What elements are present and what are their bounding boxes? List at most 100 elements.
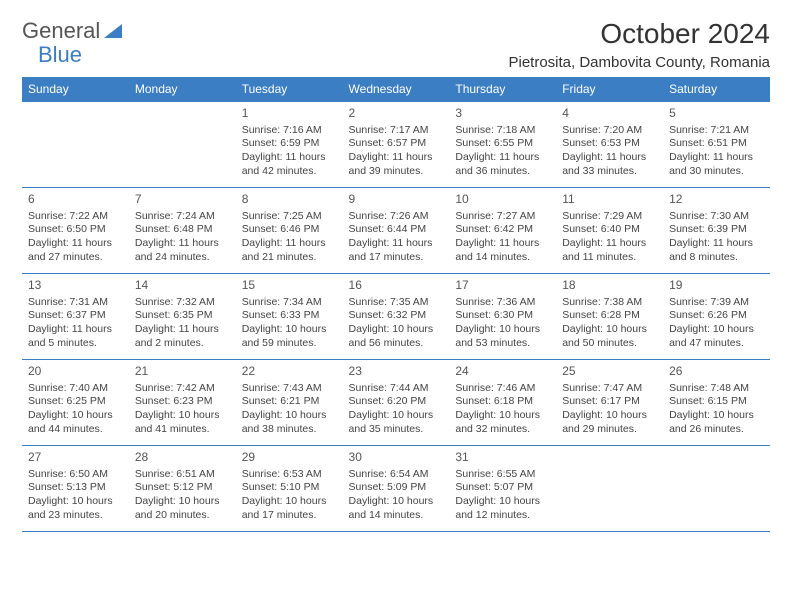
sunset-line: Sunset: 6:59 PM bbox=[242, 137, 337, 151]
logo: General bbox=[22, 18, 124, 44]
daylight-line: Daylight: 10 hours and 59 minutes. bbox=[242, 323, 337, 350]
day-header: Sunday bbox=[22, 77, 129, 102]
logo-text-gray: General bbox=[22, 18, 100, 44]
daylight-line: Daylight: 10 hours and 26 minutes. bbox=[669, 409, 764, 436]
day-number: 12 bbox=[669, 192, 764, 208]
sunrise-line: Sunrise: 6:53 AM bbox=[242, 468, 337, 482]
sunrise-line: Sunrise: 6:54 AM bbox=[349, 468, 444, 482]
calendar-cell: 30Sunrise: 6:54 AMSunset: 5:09 PMDayligh… bbox=[343, 446, 450, 532]
daylight-line: Daylight: 10 hours and 20 minutes. bbox=[135, 495, 230, 522]
title-block: October 2024 Pietrosita, Dambovita Count… bbox=[508, 18, 770, 71]
day-header: Friday bbox=[556, 77, 663, 102]
logo-triangle-icon bbox=[104, 18, 122, 44]
sunset-line: Sunset: 6:46 PM bbox=[242, 223, 337, 237]
calendar-cell: 13Sunrise: 7:31 AMSunset: 6:37 PMDayligh… bbox=[22, 274, 129, 360]
day-number: 11 bbox=[562, 192, 657, 208]
calendar-cell: 28Sunrise: 6:51 AMSunset: 5:12 PMDayligh… bbox=[129, 446, 236, 532]
sunset-line: Sunset: 6:48 PM bbox=[135, 223, 230, 237]
sunset-line: Sunset: 6:23 PM bbox=[135, 395, 230, 409]
day-header: Monday bbox=[129, 77, 236, 102]
sunset-line: Sunset: 5:13 PM bbox=[28, 481, 123, 495]
sunrise-line: Sunrise: 7:26 AM bbox=[349, 210, 444, 224]
daylight-line: Daylight: 11 hours and 8 minutes. bbox=[669, 237, 764, 264]
sunrise-line: Sunrise: 7:47 AM bbox=[562, 382, 657, 396]
day-number: 23 bbox=[349, 364, 444, 380]
calendar-cell: 8Sunrise: 7:25 AMSunset: 6:46 PMDaylight… bbox=[236, 188, 343, 274]
logo-text-blue: Blue bbox=[38, 42, 82, 68]
day-number: 16 bbox=[349, 278, 444, 294]
sunset-line: Sunset: 5:10 PM bbox=[242, 481, 337, 495]
sunset-line: Sunset: 6:51 PM bbox=[669, 137, 764, 151]
location-text: Pietrosita, Dambovita County, Romania bbox=[508, 54, 770, 71]
calendar-cell: 7Sunrise: 7:24 AMSunset: 6:48 PMDaylight… bbox=[129, 188, 236, 274]
sunset-line: Sunset: 6:25 PM bbox=[28, 395, 123, 409]
sunset-line: Sunset: 6:55 PM bbox=[455, 137, 550, 151]
calendar-cell: 9 Sunrise: 7:26 AMSunset: 6:44 PMDaylight… bbox=[343, 188, 450, 274]
sunset-line: Sunset: 6:44 PM bbox=[349, 223, 444, 237]
calendar-cell: 12 Sunrise: 7:30 AMSunset: 6:39 PMDayligh… bbox=[663, 188, 770, 274]
daylight-line: Daylight: 10 hours and 38 minutes. bbox=[242, 409, 337, 436]
calendar-cell: 22Sunrise: 7:43 AMSunset: 6:21 PMDayligh… bbox=[236, 360, 343, 446]
calendar-cell-empty bbox=[22, 102, 129, 188]
calendar-cell: 27Sunrise: 6:50 AMSunset: 5:13 PMDayligh… bbox=[22, 446, 129, 532]
sunrise-line: Sunrise: 7:30 AM bbox=[669, 210, 764, 224]
daylight-line: Daylight: 10 hours and 53 minutes. bbox=[455, 323, 550, 350]
daylight-line: Daylight: 11 hours and 17 minutes. bbox=[349, 237, 444, 264]
daylight-line: Daylight: 10 hours and 32 minutes. bbox=[455, 409, 550, 436]
day-header-row: SundayMondayTuesdayWednesdayThursdayFrid… bbox=[22, 77, 770, 102]
sunrise-line: Sunrise: 7:17 AM bbox=[349, 124, 444, 138]
sunset-line: Sunset: 6:28 PM bbox=[562, 309, 657, 323]
daylight-line: Daylight: 10 hours and 56 minutes. bbox=[349, 323, 444, 350]
daylight-line: Daylight: 11 hours and 42 minutes. bbox=[242, 151, 337, 178]
daylight-line: Daylight: 10 hours and 23 minutes. bbox=[28, 495, 123, 522]
sunset-line: Sunset: 6:21 PM bbox=[242, 395, 337, 409]
daylight-line: Daylight: 11 hours and 39 minutes. bbox=[349, 151, 444, 178]
sunrise-line: Sunrise: 7:42 AM bbox=[135, 382, 230, 396]
daylight-line: Daylight: 11 hours and 21 minutes. bbox=[242, 237, 337, 264]
sunrise-line: Sunrise: 7:44 AM bbox=[349, 382, 444, 396]
sunrise-line: Sunrise: 7:32 AM bbox=[135, 296, 230, 310]
sunset-line: Sunset: 6:40 PM bbox=[562, 223, 657, 237]
calendar-row: 13Sunrise: 7:31 AMSunset: 6:37 PMDayligh… bbox=[22, 274, 770, 360]
sunrise-line: Sunrise: 6:55 AM bbox=[455, 468, 550, 482]
month-title: October 2024 bbox=[508, 18, 770, 50]
calendar-cell: 5Sunrise: 7:21 AMSunset: 6:51 PMDaylight… bbox=[663, 102, 770, 188]
calendar-cell: 6Sunrise: 7:22 AMSunset: 6:50 PMDaylight… bbox=[22, 188, 129, 274]
calendar-cell: 11Sunrise: 7:29 AMSunset: 6:40 PMDayligh… bbox=[556, 188, 663, 274]
day-number: 5 bbox=[669, 106, 764, 122]
calendar-row: 20Sunrise: 7:40 AMSunset: 6:25 PMDayligh… bbox=[22, 360, 770, 446]
daylight-line: Daylight: 10 hours and 44 minutes. bbox=[28, 409, 123, 436]
calendar-cell: 26Sunrise: 7:48 AMSunset: 6:15 PMDayligh… bbox=[663, 360, 770, 446]
day-header: Thursday bbox=[449, 77, 556, 102]
calendar-cell: 2Sunrise: 7:17 AMSunset: 6:57 PMDaylight… bbox=[343, 102, 450, 188]
calendar-body: 1Sunrise: 7:16 AMSunset: 6:59 PMDaylight… bbox=[22, 102, 770, 532]
day-number: 27 bbox=[28, 450, 123, 466]
day-number: 9 bbox=[349, 192, 444, 208]
sunset-line: Sunset: 6:39 PM bbox=[669, 223, 764, 237]
daylight-line: Daylight: 11 hours and 11 minutes. bbox=[562, 237, 657, 264]
sunrise-line: Sunrise: 7:16 AM bbox=[242, 124, 337, 138]
sunset-line: Sunset: 6:33 PM bbox=[242, 309, 337, 323]
day-number: 28 bbox=[135, 450, 230, 466]
sunrise-line: Sunrise: 7:34 AM bbox=[242, 296, 337, 310]
day-number: 7 bbox=[135, 192, 230, 208]
calendar-cell-empty bbox=[129, 102, 236, 188]
calendar-cell: 16Sunrise: 7:35 AMSunset: 6:32 PMDayligh… bbox=[343, 274, 450, 360]
header: General October 2024 Pietrosita, Dambovi… bbox=[22, 18, 770, 71]
day-number: 17 bbox=[455, 278, 550, 294]
daylight-line: Daylight: 10 hours and 12 minutes. bbox=[455, 495, 550, 522]
sunset-line: Sunset: 6:30 PM bbox=[455, 309, 550, 323]
calendar-cell: 10Sunrise: 7:27 AMSunset: 6:42 PMDayligh… bbox=[449, 188, 556, 274]
sunset-line: Sunset: 6:37 PM bbox=[28, 309, 123, 323]
calendar-cell: 23Sunrise: 7:44 AMSunset: 6:20 PMDayligh… bbox=[343, 360, 450, 446]
daylight-line: Daylight: 10 hours and 17 minutes. bbox=[242, 495, 337, 522]
sunrise-line: Sunrise: 7:22 AM bbox=[28, 210, 123, 224]
daylight-line: Daylight: 11 hours and 2 minutes. bbox=[135, 323, 230, 350]
calendar-cell: 1Sunrise: 7:16 AMSunset: 6:59 PMDaylight… bbox=[236, 102, 343, 188]
sunset-line: Sunset: 6:18 PM bbox=[455, 395, 550, 409]
sunrise-line: Sunrise: 7:25 AM bbox=[242, 210, 337, 224]
day-number: 19 bbox=[669, 278, 764, 294]
day-number: 6 bbox=[28, 192, 123, 208]
sunset-line: Sunset: 6:20 PM bbox=[349, 395, 444, 409]
sunrise-line: Sunrise: 7:24 AM bbox=[135, 210, 230, 224]
